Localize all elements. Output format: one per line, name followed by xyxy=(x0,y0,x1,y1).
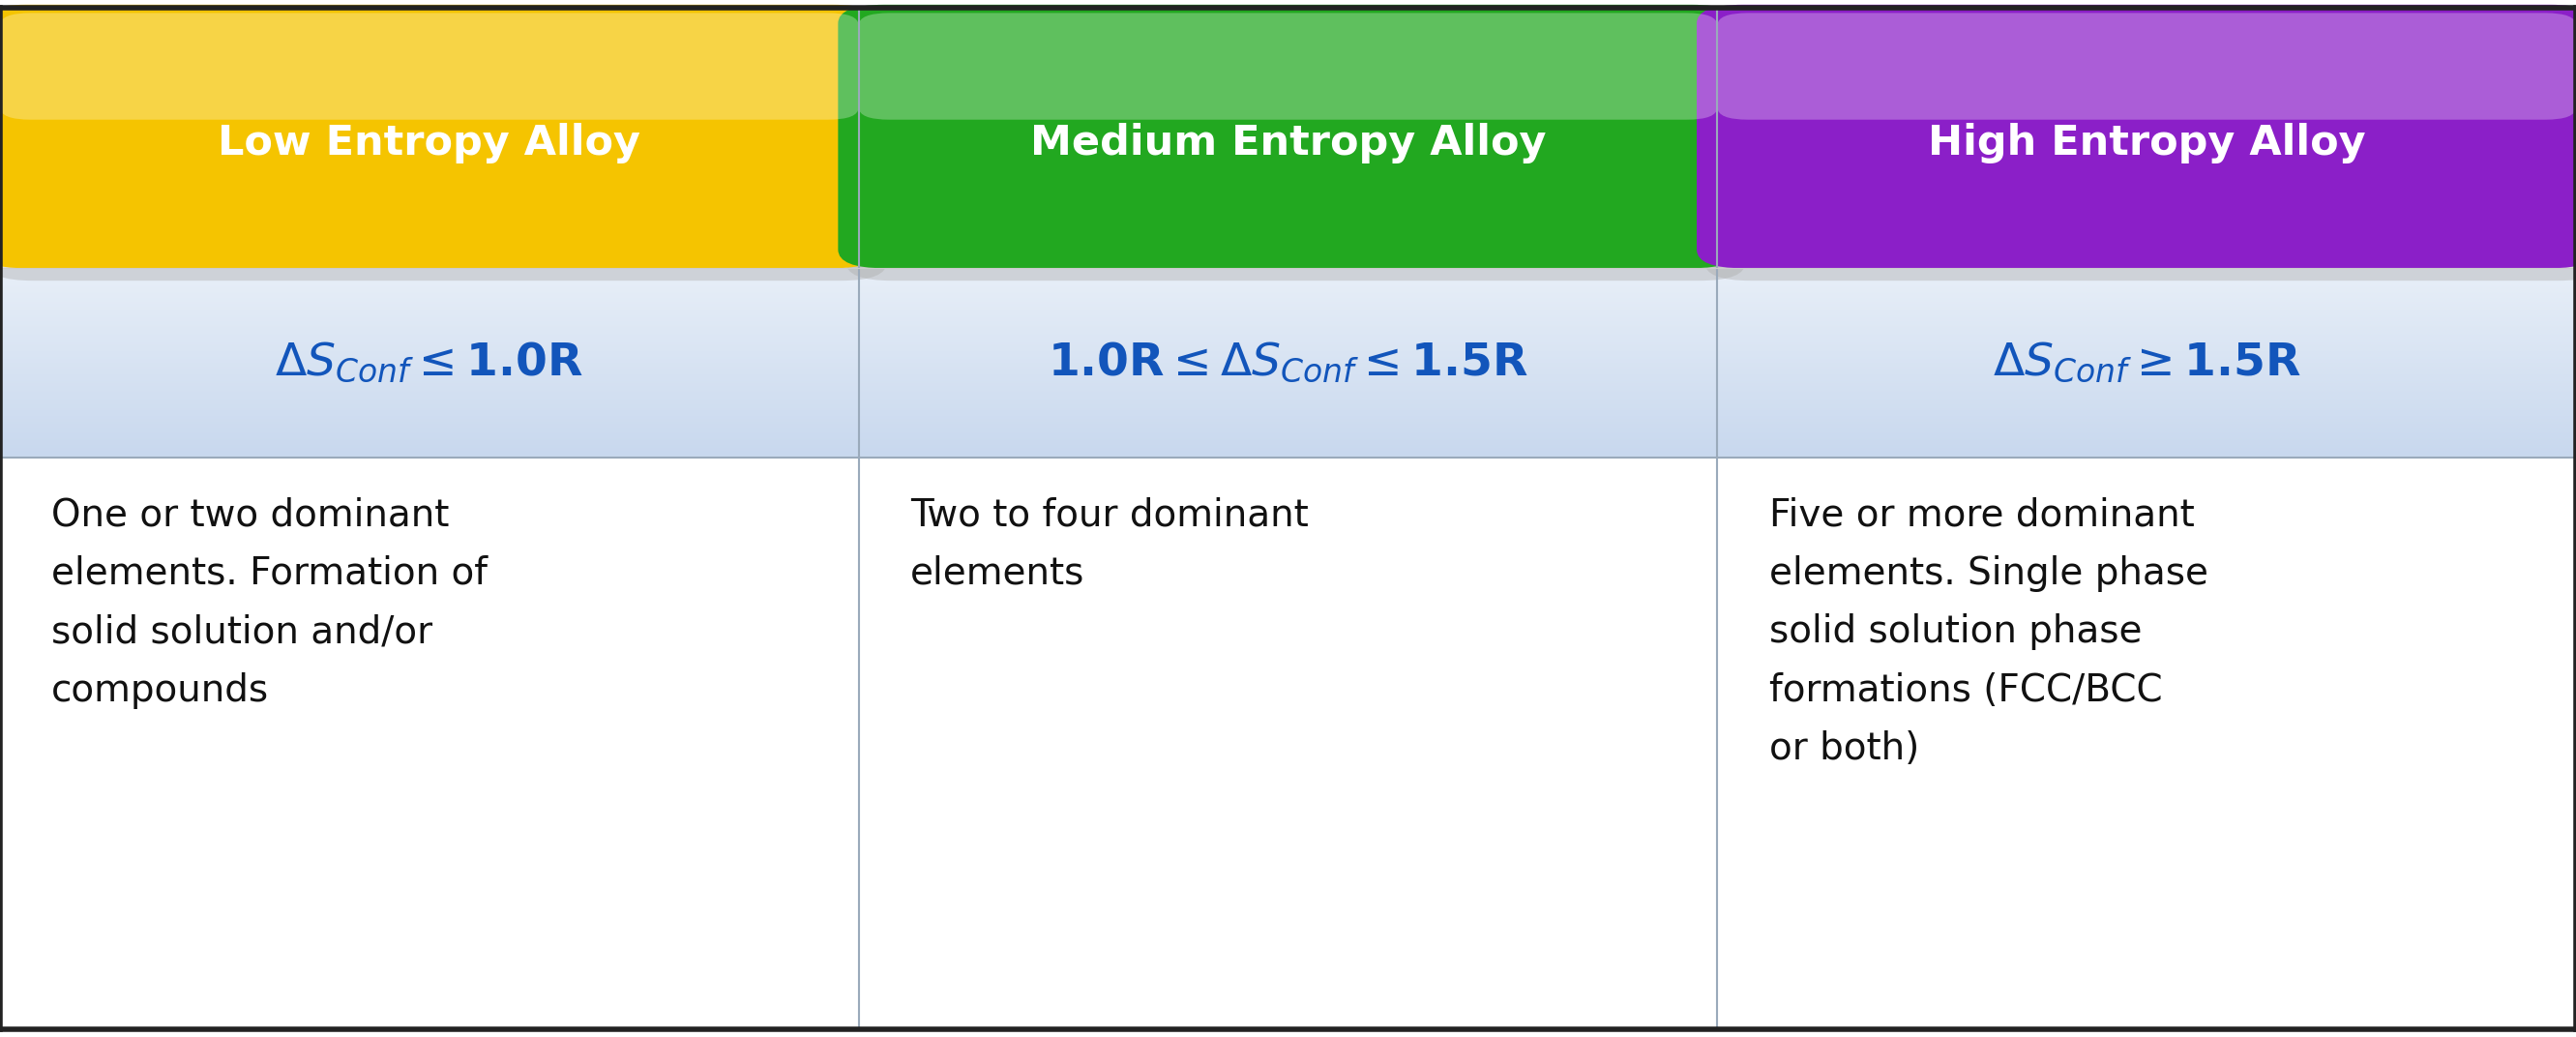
FancyBboxPatch shape xyxy=(1718,12,2576,119)
Text: Medium Entropy Alloy: Medium Entropy Alloy xyxy=(1030,123,1546,164)
FancyBboxPatch shape xyxy=(1705,17,2576,281)
FancyBboxPatch shape xyxy=(1698,4,2576,269)
FancyBboxPatch shape xyxy=(0,12,858,119)
FancyBboxPatch shape xyxy=(837,4,1739,269)
Text: Two to four dominant
elements: Two to four dominant elements xyxy=(909,497,1309,592)
FancyBboxPatch shape xyxy=(0,4,878,269)
Bar xyxy=(0,457,2576,1029)
Text: $\Delta S_{\mathit{Conf}} \leq \mathbf{1.0R}$: $\Delta S_{\mathit{Conf}} \leq \mathbf{1… xyxy=(276,340,585,385)
FancyBboxPatch shape xyxy=(858,12,1718,119)
Bar xyxy=(0,7,2576,269)
FancyBboxPatch shape xyxy=(0,17,886,281)
Text: Low Entropy Alloy: Low Entropy Alloy xyxy=(219,123,641,164)
Text: Five or more dominant
elements. Single phase
solid solution phase
formations (FC: Five or more dominant elements. Single p… xyxy=(1770,497,2208,767)
Text: High Entropy Alloy: High Entropy Alloy xyxy=(1927,123,2365,164)
Text: $\Delta S_{\mathit{Conf}} \geq \mathbf{1.5R}$: $\Delta S_{\mathit{Conf}} \geq \mathbf{1… xyxy=(1991,340,2300,385)
Text: $\mathbf{1.0R} \leq \Delta S_{\mathit{Conf}} \leq \mathbf{1.5R}$: $\mathbf{1.0R} \leq \Delta S_{\mathit{Co… xyxy=(1048,340,1528,385)
FancyBboxPatch shape xyxy=(845,17,1747,281)
Text: One or two dominant
elements. Formation of
solid solution and/or
compounds: One or two dominant elements. Formation … xyxy=(52,497,487,709)
